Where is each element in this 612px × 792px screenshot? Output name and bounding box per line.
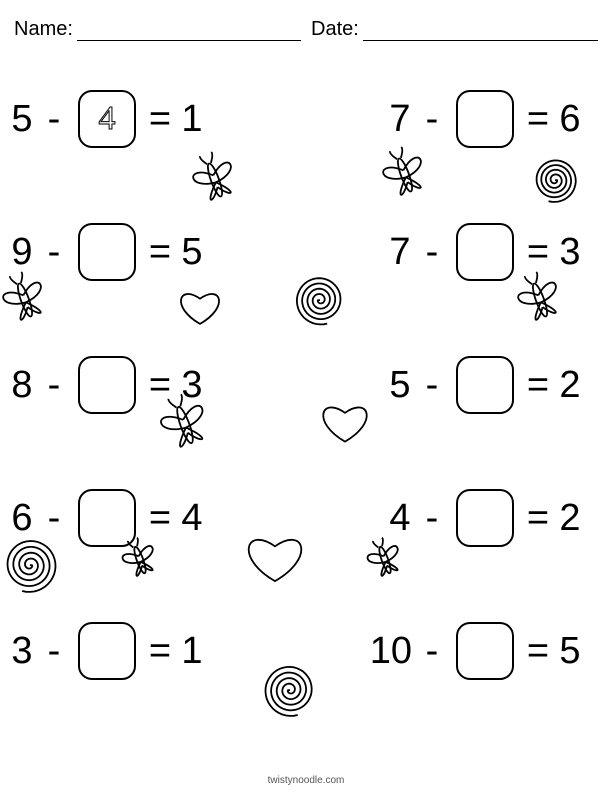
- spiral-icon: [8, 541, 56, 592]
- butterfly-icon: [363, 534, 405, 579]
- spiral-icon: [266, 667, 312, 716]
- heart-icon: [181, 294, 219, 324]
- butterfly-icon: [377, 142, 430, 198]
- spiral-icon: [297, 278, 341, 324]
- spiral-icon: [537, 160, 576, 202]
- decoration-layer: [0, 0, 612, 792]
- butterfly-icon: [512, 267, 565, 323]
- footer-credit: twistynoodle.com: [0, 775, 612, 786]
- butterfly-icon: [118, 534, 160, 579]
- heart-icon: [323, 407, 366, 441]
- butterfly-icon: [0, 267, 50, 323]
- butterfly-icon: [154, 389, 212, 450]
- butterfly-icon: [187, 147, 240, 203]
- heart-icon: [249, 540, 302, 581]
